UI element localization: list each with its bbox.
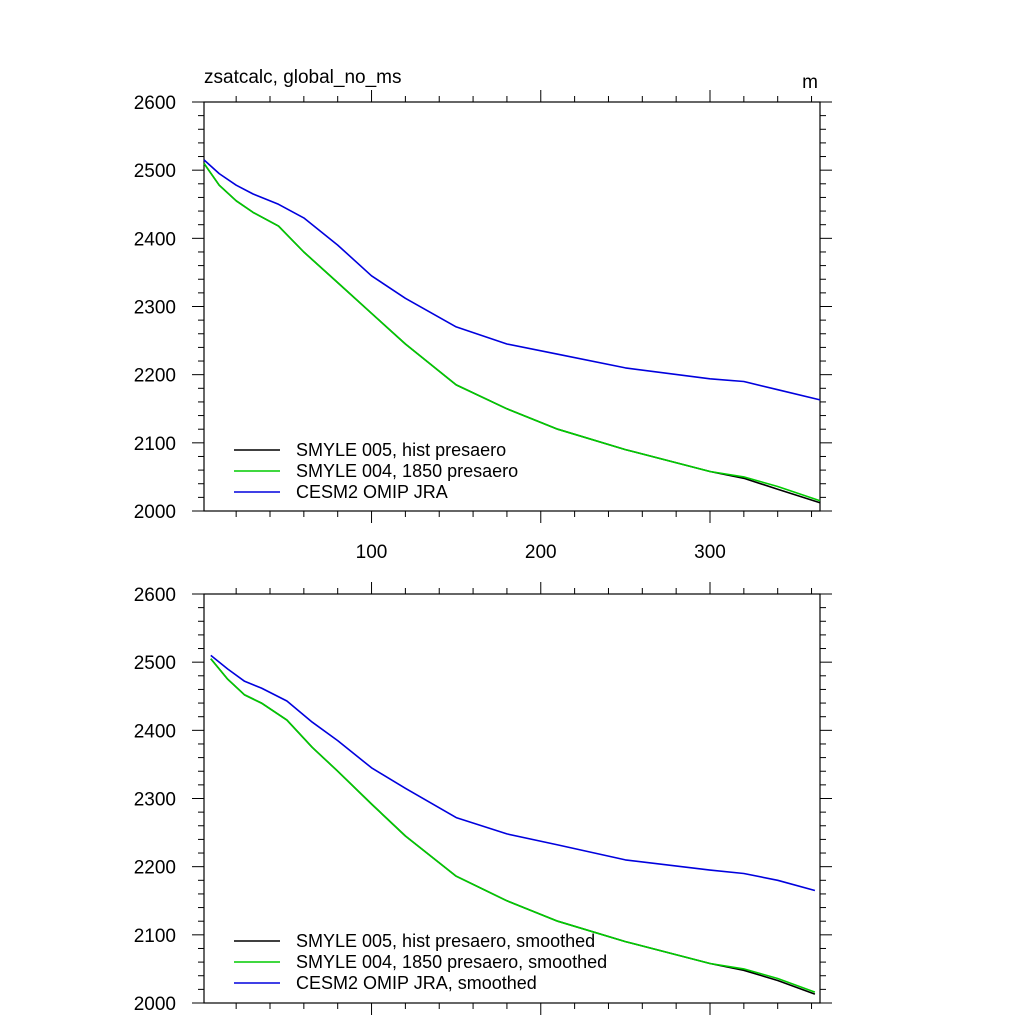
- chart-title: zsatcalc, global_no_ms: [204, 67, 402, 88]
- y-tick-label: 2500: [134, 653, 176, 674]
- legend-label-0: SMYLE 005, hist presaero: [296, 440, 506, 460]
- y-tick-label: 2000: [134, 994, 176, 1015]
- y-tick-label: 2200: [134, 366, 176, 387]
- legend-label-1: SMYLE 004, 1850 presaero, smoothed: [296, 952, 607, 972]
- series-line-2: [210, 654, 816, 892]
- legend-label-2: CESM2 OMIP JRA, smoothed: [296, 973, 537, 993]
- y-tick-label: 2300: [134, 298, 176, 319]
- y-tick-label: 2600: [134, 585, 176, 606]
- series-line-1: [210, 658, 816, 993]
- y-tick-label: 2100: [134, 926, 176, 947]
- legend-label-0: SMYLE 005, hist presaero, smoothed: [296, 931, 595, 951]
- y-tick-label: 2600: [134, 93, 176, 114]
- top-panel: 2000 2100 2200 2300 2400 2500 2600 100 200 300 zsa…: [134, 67, 832, 563]
- y-tick-label: 2400: [134, 721, 176, 742]
- y-tick-label: 2100: [134, 434, 176, 455]
- series-line-2: [203, 159, 821, 401]
- legend-label-2: CESM2 OMIP JRA: [296, 482, 448, 502]
- y-tick-label: 2000: [134, 502, 176, 523]
- y-tick-label: 2200: [134, 858, 176, 879]
- units-label: m: [802, 72, 818, 93]
- y-tick-label: 2400: [134, 229, 176, 250]
- legend-label-1: SMYLE 004, 1850 presaero: [296, 461, 518, 481]
- x-tick-label: 300: [694, 542, 726, 563]
- y-tick-label: 2300: [134, 790, 176, 811]
- x-tick-label: 200: [525, 542, 557, 563]
- y-tick-label: 2500: [134, 161, 176, 182]
- bottom-panel: 2000 2100 2200 2300 2400 2500 2600 SMYLE 005, h…: [134, 582, 832, 1015]
- x-tick-label: 100: [356, 542, 388, 563]
- series-line-1: [203, 162, 821, 502]
